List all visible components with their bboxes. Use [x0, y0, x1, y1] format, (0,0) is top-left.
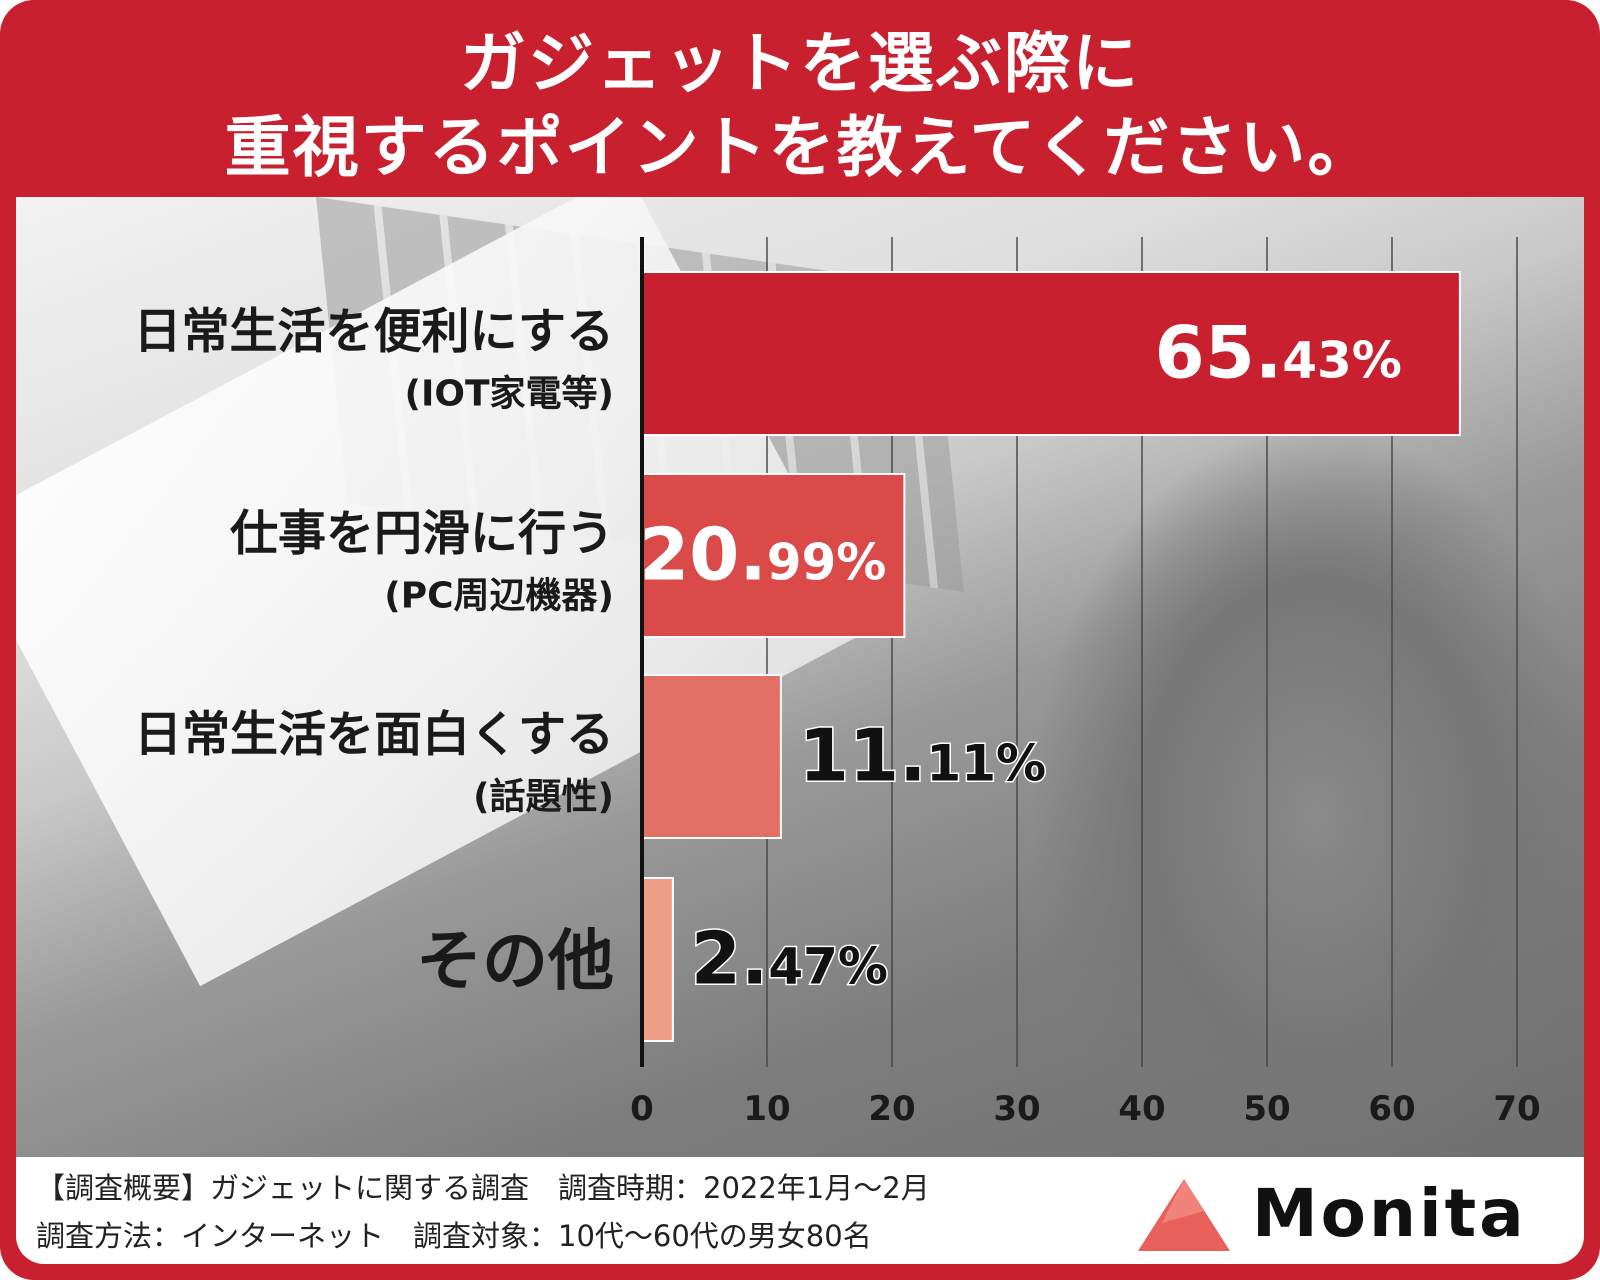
x-tick-label-30: 30 [993, 1089, 1040, 1129]
chart-panel: 0 10 20 30 40 50 60 70 日常生活を便利にする (IOT家電等) 仕事を円滑に行… [16, 197, 1584, 1157]
value-label-0: 65.43% [1155, 311, 1402, 395]
category-sublabel-0: (IOT家電等) [405, 374, 614, 415]
title-line-1: ガジェットを選ぶ際に [460, 25, 1140, 102]
x-tick-label-20: 20 [868, 1089, 915, 1129]
logo-triangle-icon [1138, 1179, 1230, 1251]
logo-text: Monita [1252, 1175, 1527, 1252]
bar-2 [641, 674, 782, 839]
x-tick-label-0: 0 [630, 1089, 654, 1129]
value-label-integer: 11. [799, 714, 927, 798]
value-label-2: 11.11% [799, 714, 1046, 798]
category-label-0: 日常生活を便利にする [134, 304, 614, 360]
bar-3 [641, 877, 674, 1042]
value-label-decimal: 99% [767, 534, 887, 592]
x-tick-label-70: 70 [1493, 1089, 1540, 1129]
value-label-integer: 20. [639, 513, 767, 597]
category-label-3: その他 [416, 923, 614, 1000]
category-label-2: 日常生活を面白くする [134, 707, 614, 763]
x-tick-label-50: 50 [1243, 1089, 1290, 1129]
bar-chart: 0 10 20 30 40 50 60 70 日常生活を便利にする (IOT家電等) 仕事を円滑に行… [134, 237, 1541, 1129]
value-label-3: 2.47% [691, 917, 888, 1001]
category-sublabel-2: (話題性) [473, 777, 614, 818]
bar-1 [641, 473, 906, 638]
x-tick-label-40: 40 [1118, 1089, 1165, 1129]
monita-logo: Monita [1134, 1169, 1554, 1259]
value-label-1: 20.99% [639, 513, 886, 597]
survey-note-line-2: 調査方法：インターネット 調査対象：10代〜60代の男女80名 [36, 1219, 872, 1253]
value-label-integer: 2. [691, 917, 768, 1001]
value-label-decimal: 11% [926, 735, 1046, 793]
x-tick-label-60: 60 [1368, 1089, 1415, 1129]
value-label-integer: 65. [1155, 311, 1283, 395]
category-sublabel-1: (PC周辺機器) [384, 576, 614, 617]
survey-note-line-1: 【調査概要】ガジェットに関する調査 調査時期：2022年1月〜2月 [36, 1171, 930, 1205]
title-line-2: 重視するポイントを教えてください。 [224, 109, 1376, 186]
value-label-decimal: 47% [768, 938, 888, 996]
x-tick-label-10: 10 [743, 1089, 790, 1129]
value-label-decimal: 43% [1282, 332, 1402, 390]
category-label-1: 仕事を円滑に行う [230, 506, 614, 562]
chart-title: ガジェットを選ぶ際に 重視するポイントを教えてください。 [0, 22, 1600, 190]
footer: 【調査概要】ガジェットに関する調査 調査時期：2022年1月〜2月 調査方法：イ… [16, 1157, 1584, 1264]
